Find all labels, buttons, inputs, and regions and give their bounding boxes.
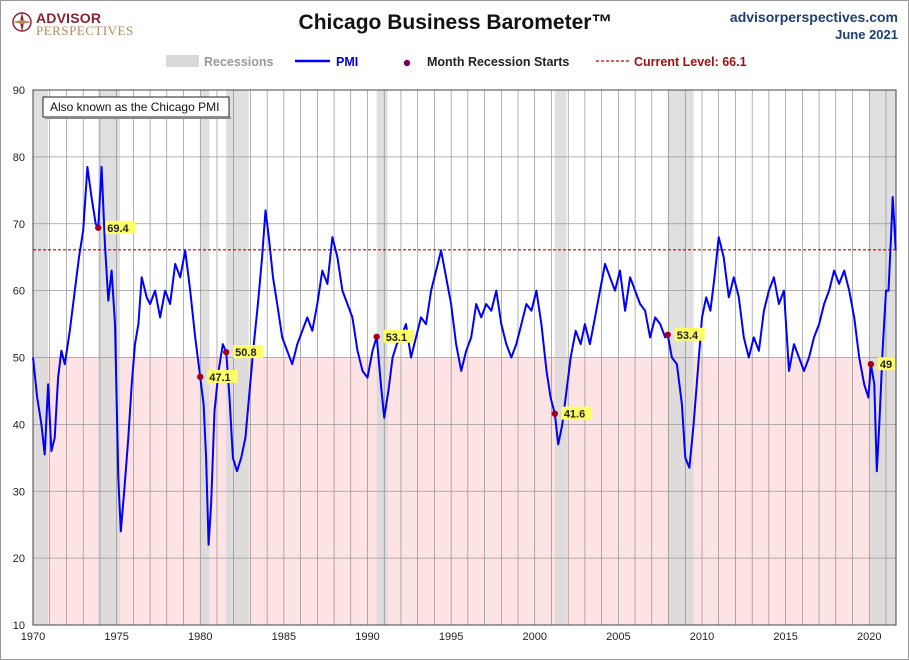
annotation-box-text: Also known as the Chicago PMI [50, 100, 219, 114]
recession-start-marker [551, 410, 559, 417]
x-tick-label: 2010 [690, 631, 714, 643]
pmi-series-line [32, 165, 897, 546]
recession-start-label-bg [674, 327, 705, 341]
recession-start-marker [222, 348, 230, 356]
legend-pmi-label: PMI [336, 55, 358, 69]
chart-title: Chicago Business Barometer™ [298, 11, 613, 34]
x-tick-label: 2015 [773, 631, 797, 643]
recession-start-label-bg [105, 220, 136, 234]
annotation-box-shadow [45, 117, 231, 119]
recession-start-label-bg [383, 329, 414, 343]
recession-start-label: 69.4 [107, 223, 129, 235]
logo-text-advisor: ADVISOR [36, 10, 102, 26]
report-date: June 2021 [835, 27, 898, 42]
recession-start-marker [197, 373, 204, 381]
recession-start-label-bg [561, 406, 592, 420]
x-tick-label: 1970 [21, 631, 45, 643]
x-tick-label: 1975 [104, 631, 128, 643]
legend-recession-label: Recessions [204, 55, 274, 69]
recession-start-label: 49 [880, 359, 892, 371]
x-tick-label: 1980 [188, 631, 212, 643]
compass-logo-icon [12, 12, 32, 32]
x-tick-label: 1995 [439, 631, 463, 643]
legend-recession-start-swatch [403, 59, 411, 67]
recession-start-label: 50.8 [235, 347, 256, 359]
y-tick-label: 60 [13, 286, 25, 298]
y-tick-label: 90 [13, 85, 25, 97]
y-tick-label: 50 [13, 353, 25, 365]
y-tick-label: 70 [13, 219, 25, 231]
x-tick-label: 1985 [272, 631, 296, 643]
legend-recession-start-label: Month Recession Starts [427, 55, 569, 69]
x-tick-label: 1990 [355, 631, 379, 643]
logo-text-perspectives: PERSPECTIVES [36, 23, 134, 38]
recession-start-marker [373, 333, 380, 340]
y-tick-label: 80 [13, 152, 25, 164]
y-tick-label: 10 [13, 620, 25, 632]
y-tick-label: 30 [13, 486, 25, 498]
x-tick-label: 2005 [606, 631, 630, 643]
legend-current-level-label: Current Level: 66.1 [634, 55, 747, 69]
legend-recession-swatch [166, 55, 199, 67]
site-name: advisorperspectives.com [729, 9, 898, 25]
y-tick-label: 20 [13, 553, 25, 565]
recession-start-label: 53.4 [677, 330, 699, 342]
recession-start-marker [867, 360, 875, 368]
recession-start-marker [664, 331, 671, 338]
recession-start-marker [95, 224, 102, 231]
recession-start-label-bg [207, 369, 238, 383]
recession-start-label: 53.1 [386, 332, 407, 344]
y-tick-label: 40 [13, 419, 25, 431]
recession-start-label-bg [877, 357, 895, 371]
x-tick-label: 2000 [523, 631, 547, 643]
recession-start-label: 47.1 [209, 372, 230, 384]
recession-start-label: 41.6 [564, 409, 585, 421]
recession-start-label-bg [233, 345, 264, 359]
annotation-box: Also known as the Chicago PMI [42, 96, 231, 119]
x-tick-label: 2020 [857, 631, 881, 643]
